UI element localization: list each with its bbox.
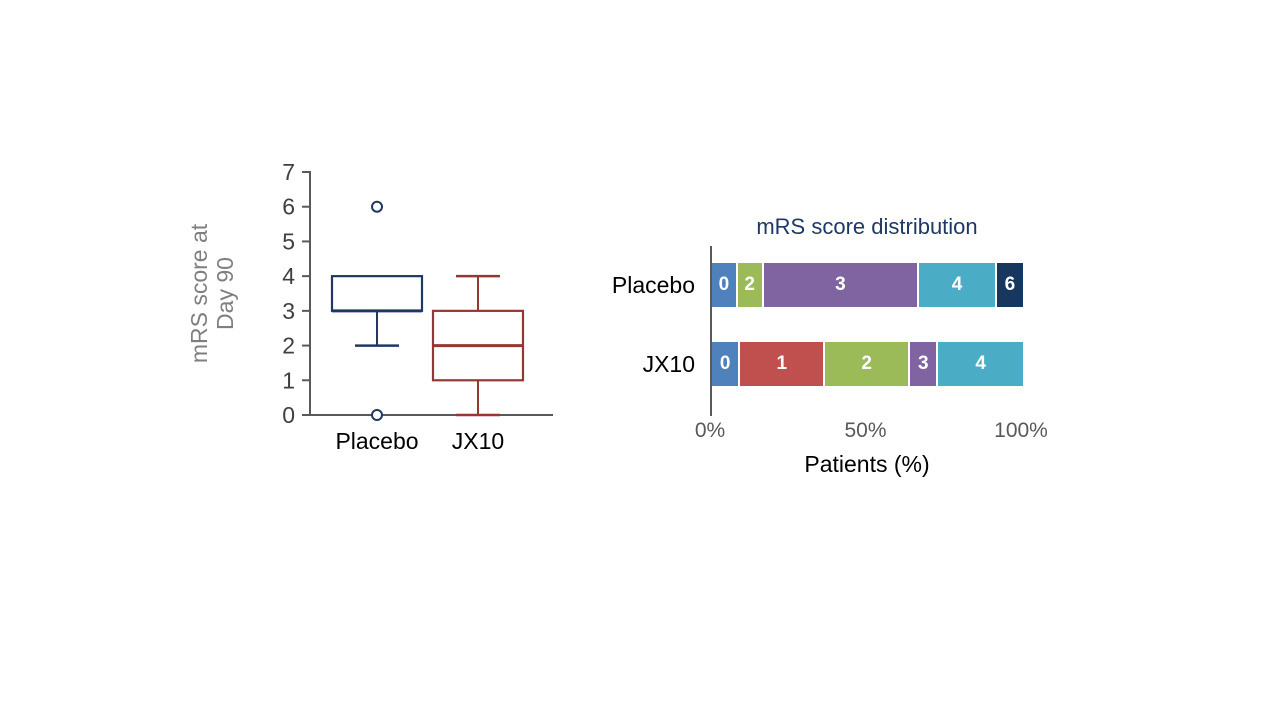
y-tick-label: 1 <box>282 367 295 393</box>
segment-value-label: 0 <box>718 274 730 295</box>
segment-value-label: 4 <box>951 274 963 295</box>
segment-mrs-2-placebo: 2 <box>737 263 764 307</box>
segment-mrs-1-jx10: 1 <box>740 342 826 386</box>
y-axis-title-line: Day 90 <box>212 257 238 330</box>
segment-mrs-4-jx10: 4 <box>938 342 1023 386</box>
bar-row-label-jx10: JX10 <box>642 351 695 377</box>
outlier-point <box>371 409 383 421</box>
box-series-jx10 <box>431 274 525 417</box>
box-series-placebo <box>330 200 424 421</box>
barchart-title: mRS score distribution <box>756 214 978 239</box>
segment-mrs-6-placebo: 6 <box>996 263 1023 307</box>
segment-mrs-3-jx10: 3 <box>910 342 939 386</box>
boxplot-category-label: JX10 <box>452 428 504 454</box>
y-tick-label: 3 <box>282 298 295 324</box>
y-tick-label: 7 <box>282 159 295 185</box>
segment-mrs-0-jx10: 0 <box>712 342 741 386</box>
bar-row-jx10: 0 1 2 3 4 <box>712 342 1023 386</box>
barchart-x-axis-label: Patients (%) <box>804 451 930 477</box>
segment-value-label: 2 <box>744 274 755 295</box>
segment-value-label: 2 <box>861 353 872 374</box>
segment-value-label: 3 <box>835 274 846 295</box>
box-rect <box>330 275 424 312</box>
boxplot-category-label: Placebo <box>335 428 418 454</box>
y-tick-label: 4 <box>282 263 295 289</box>
bar-row-label-placebo: Placebo <box>611 272 695 298</box>
barchart-y-axis-line <box>710 246 712 416</box>
segment-mrs-0-placebo: 0 <box>712 263 738 307</box>
y-axis-title-line: mRS score at <box>186 223 212 363</box>
segment-value-label: 1 <box>776 353 788 374</box>
y-tick-label: 6 <box>282 194 295 220</box>
segment-value-label: 3 <box>917 353 929 374</box>
segment-value-label: 6 <box>1004 274 1016 295</box>
segment-value-label: 0 <box>719 353 731 374</box>
x-tick-label: 0% <box>694 419 726 442</box>
y-tick-label: 5 <box>282 228 295 254</box>
outlier-point <box>371 200 383 213</box>
segment-mrs-2-jx10: 2 <box>825 342 911 386</box>
boxplot-chart: 0 1 2 3 4 5 6 7 mRS score at Day 90 Placebo JX10 <box>186 159 553 454</box>
y-tick-label: 0 <box>282 402 295 428</box>
segment-mrs-4-placebo: 4 <box>919 263 997 307</box>
segment-value-label: 4 <box>975 353 986 374</box>
x-tick-label: 100% <box>994 419 1048 442</box>
y-tick-label: 2 <box>282 333 295 359</box>
x-tick-label: 50% <box>844 419 887 442</box>
segment-mrs-3-placebo: 3 <box>763 263 920 307</box>
